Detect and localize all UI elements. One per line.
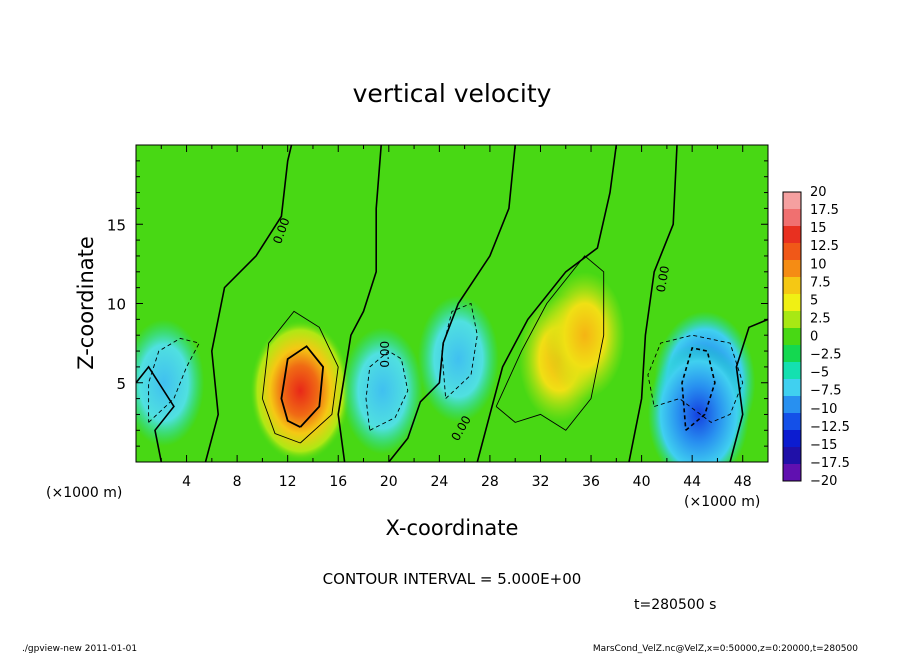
contour-zero <box>204 145 293 462</box>
contour-negative <box>647 334 744 423</box>
x-tick-label: 16 <box>329 474 347 490</box>
contour-negative <box>148 337 200 423</box>
contour-zero <box>136 365 175 462</box>
colorbar-segment <box>783 226 801 243</box>
downdraft-region <box>417 295 499 423</box>
footer-right: MarsCond_VelZ.nc@VelZ,x=0:50000,z=0:2000… <box>593 644 858 654</box>
colorbar-label: 5 <box>810 293 818 308</box>
colorbar-label: 15 <box>810 221 827 236</box>
x-tick-label: 44 <box>683 474 701 490</box>
contour-negative <box>441 302 478 399</box>
y-tick-label: 15 <box>107 216 126 234</box>
contour-zero <box>476 145 618 462</box>
colorbar: 20 17.5 15 12.5 10 7.5 5 2.5 0 −2.5 −5 −7.5 −10 −12.5… <box>782 185 850 489</box>
colorbar-segment <box>783 192 801 209</box>
colorbar-segment <box>783 277 801 294</box>
contour-label: 0.00 <box>654 265 672 294</box>
colorbar-segment <box>783 413 801 430</box>
colorbar-segment <box>783 243 801 260</box>
colorbar-label: 0 <box>810 330 818 345</box>
colorbar-segment <box>783 464 801 481</box>
colorbar-segment <box>783 328 801 345</box>
contour-zero <box>729 318 768 462</box>
x-unit-right: (×1000 m) <box>684 494 760 510</box>
colorbar-segment <box>783 260 801 277</box>
y-tick-label: 10 <box>107 296 126 314</box>
x-tick-label: 32 <box>532 474 550 490</box>
x-tick-label: 36 <box>582 474 600 490</box>
colorbar-segment <box>783 379 801 396</box>
x-tick-label: 24 <box>430 474 448 490</box>
contour-negative <box>365 350 409 431</box>
updraft-region <box>544 271 626 399</box>
contour-positive-strong <box>280 345 325 428</box>
x-tick-label: 8 <box>233 474 242 490</box>
chart-title: vertical velocity <box>353 79 552 108</box>
colorbar-label: −10 <box>810 402 837 417</box>
colorbar-segment <box>783 209 801 226</box>
colorbar-label: −7.5 <box>810 384 842 399</box>
x-tick-label: 28 <box>481 474 499 490</box>
x-unit-left: (×1000 m) <box>46 485 122 501</box>
downdraft-region <box>136 319 205 447</box>
colorbar-segment <box>783 396 801 413</box>
colorbar-label: 10 <box>810 257 827 272</box>
footer-left: ./gpview-new 2011-01-01 <box>22 644 137 654</box>
colorbar-segment <box>783 362 801 379</box>
colorbar-segment <box>783 430 801 447</box>
x-tick-label: 20 <box>380 474 398 490</box>
colorbar-label: −15 <box>810 438 837 453</box>
colorbar-segment <box>783 311 801 328</box>
colorbar-label: −12.5 <box>810 420 850 435</box>
x-tick-label: 48 <box>734 474 752 490</box>
contour-zero <box>388 145 516 462</box>
contour-positive <box>261 310 339 444</box>
contour-label: 0.00 <box>378 341 392 368</box>
colorbar-label: 12.5 <box>810 239 839 254</box>
colorbar-label: 7.5 <box>810 275 831 290</box>
plot-area: 0.000.000.000.00 <box>135 144 769 463</box>
contour-interval-text: CONTOUR INTERVAL = 5.000E+00 <box>323 570 582 588</box>
y-axis-label: Z-coordinate <box>74 236 98 370</box>
contour-negative-strong <box>681 346 716 431</box>
contour-positive <box>495 255 605 431</box>
updraft-region <box>249 319 351 462</box>
time-text: t=280500 s <box>634 597 716 613</box>
colorbar-label: 2.5 <box>810 311 831 326</box>
downdraft-region <box>342 327 423 455</box>
colorbar-segment <box>783 294 801 311</box>
contour-zero <box>337 145 382 462</box>
colorbar-label: 17.5 <box>810 203 839 218</box>
colorbar-frame <box>782 191 802 482</box>
y-tick-label: 5 <box>116 375 126 393</box>
colorbar-label: 20 <box>810 185 827 200</box>
x-tick-label: 12 <box>279 474 297 490</box>
colorbar-label: −5 <box>810 366 829 381</box>
colorbar-label: −20 <box>810 474 837 489</box>
x-tick-label: 4 <box>182 474 191 490</box>
colorbar-segment <box>783 345 801 362</box>
colorbar-label: −17.5 <box>810 456 850 471</box>
colorbar-label: −2.5 <box>810 348 842 363</box>
contour-zero <box>628 145 678 462</box>
colorbar-segment <box>783 447 801 464</box>
x-tick-label: 40 <box>633 474 651 490</box>
x-axis-label: X-coordinate <box>386 516 519 540</box>
downdraft-region <box>647 343 750 462</box>
